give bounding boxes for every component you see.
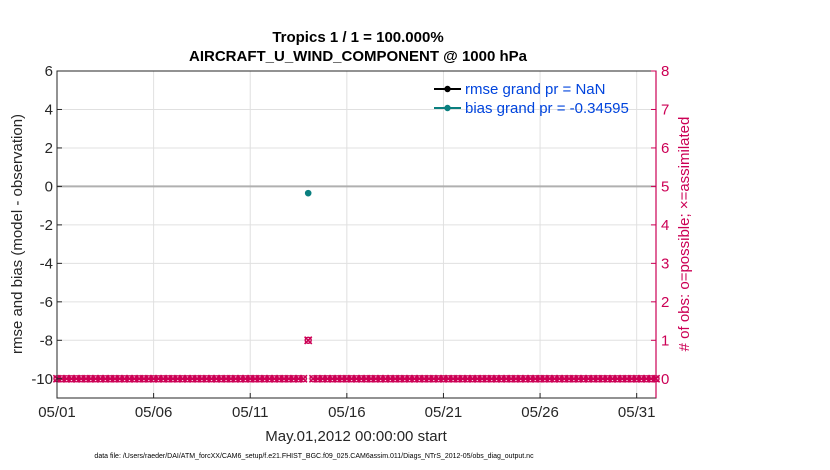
footer-data-file: data file: /Users/raeder/DAI/ATM_forcXX/… (94, 453, 534, 460)
right-tick-label-2: 6 (661, 140, 669, 157)
x-axis-ticks: 05/01 05/06 05/11 05/16 05/21 05/26 05/31 (38, 393, 655, 421)
x-tick-label-6: 05/31 (618, 404, 656, 421)
x-tick-label-4: 05/21 (425, 404, 463, 421)
bias-series (304, 189, 312, 197)
legend-bias-label: bias grand pr = -0.34595 (465, 100, 629, 117)
left-tick-label-6: -6 (40, 294, 53, 311)
right-tick-label-3: 5 (661, 178, 669, 195)
right-tick-label-8: 0 (661, 371, 669, 388)
x-tick-label-3: 05/16 (328, 404, 366, 421)
bias-point-0 (304, 189, 312, 197)
legend-rmse-label: rmse grand pr = NaN (465, 81, 605, 98)
left-tick-label-1: 4 (45, 101, 53, 118)
left-axis-ticks: 6 4 2 0 -2 -4 -6 -8 -10 (31, 63, 62, 388)
left-tick-label-4: -2 (40, 217, 53, 234)
left-tick-label-8: -10 (31, 371, 53, 388)
x-tick-label-0: 05/01 (38, 404, 76, 421)
chart-title: Tropics 1 / 1 = 100.000% (272, 29, 443, 46)
obs-point-special-0 (304, 336, 313, 345)
chart-subtitle: AIRCRAFT_U_WIND_COMPONENT @ 1000 hPa (189, 48, 528, 65)
y-axis-label-right: # of obs: o=possible; ×=assimilated (676, 117, 693, 352)
left-tick-label-5: -4 (40, 255, 53, 272)
right-axis-ticks: 8 7 6 5 4 3 2 1 0 (651, 63, 669, 388)
legend: rmse grand pr = NaN bias grand pr = -0.3… (434, 81, 629, 117)
right-tick-label-7: 1 (661, 332, 669, 349)
right-tick-label-4: 4 (661, 217, 669, 234)
x-tick-label-1: 05/06 (135, 404, 173, 421)
x-tick-label-5: 05/26 (521, 404, 559, 421)
left-tick-label-0: 6 (45, 63, 53, 80)
legend-bias-marker (444, 104, 451, 112)
x-tick-label-2: 05/11 (232, 404, 268, 421)
legend-rmse-marker (444, 85, 451, 93)
right-tick-label-6: 2 (661, 294, 669, 311)
right-tick-label-5: 3 (661, 255, 669, 272)
right-tick-label-1: 7 (661, 101, 669, 118)
right-tick-label-0: 8 (661, 63, 669, 80)
left-tick-label-2: 2 (45, 140, 53, 157)
left-tick-label-3: 0 (45, 178, 53, 195)
left-tick-label-7: -8 (40, 332, 53, 349)
x-axis-label: May.01,2012 00:00:00 start (265, 428, 447, 445)
plot-area (57, 71, 656, 398)
obs-count-series (52, 336, 661, 383)
y-axis-label-left: rmse and bias (model - observation) (9, 114, 26, 354)
